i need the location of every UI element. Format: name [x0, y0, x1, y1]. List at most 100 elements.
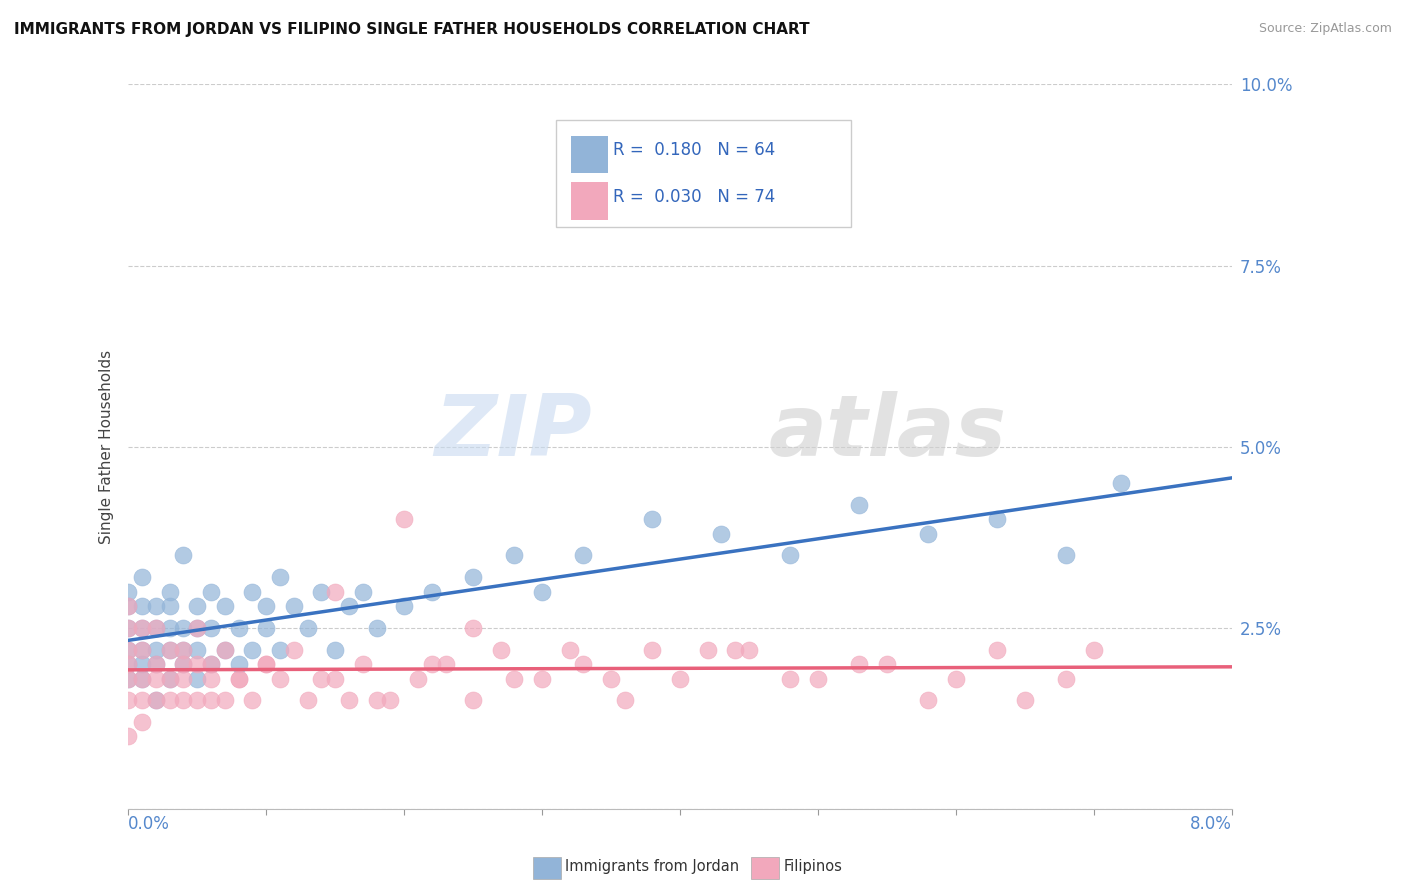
- Point: [186, 642, 208, 657]
- Point: [807, 672, 830, 686]
- Point: [572, 549, 595, 563]
- Point: [269, 642, 291, 657]
- Text: 8.0%: 8.0%: [1189, 814, 1232, 833]
- Point: [131, 642, 153, 657]
- Point: [117, 657, 139, 671]
- Point: [269, 672, 291, 686]
- Point: [117, 672, 139, 686]
- Point: [159, 599, 181, 613]
- Text: Immigrants from Jordan: Immigrants from Jordan: [565, 859, 740, 873]
- Point: [200, 584, 222, 599]
- Text: IMMIGRANTS FROM JORDAN VS FILIPINO SINGLE FATHER HOUSEHOLDS CORRELATION CHART: IMMIGRANTS FROM JORDAN VS FILIPINO SINGL…: [14, 22, 810, 37]
- Point: [406, 672, 429, 686]
- Point: [117, 621, 139, 635]
- Point: [323, 642, 346, 657]
- Point: [145, 657, 167, 671]
- Point: [117, 599, 139, 613]
- Point: [613, 693, 636, 707]
- Point: [131, 621, 153, 635]
- Point: [186, 657, 208, 671]
- Point: [1014, 693, 1036, 707]
- Y-axis label: Single Father Households: Single Father Households: [100, 350, 114, 544]
- Point: [323, 584, 346, 599]
- Point: [200, 621, 222, 635]
- Point: [172, 657, 194, 671]
- Point: [917, 693, 939, 707]
- Point: [283, 642, 305, 657]
- Point: [848, 657, 870, 671]
- Point: [420, 584, 443, 599]
- Point: [242, 642, 264, 657]
- Point: [572, 657, 595, 671]
- Point: [131, 714, 153, 729]
- Point: [337, 693, 360, 707]
- Point: [710, 526, 733, 541]
- Point: [159, 642, 181, 657]
- Point: [145, 621, 167, 635]
- Point: [186, 621, 208, 635]
- Point: [159, 621, 181, 635]
- Point: [641, 512, 664, 526]
- Point: [311, 672, 333, 686]
- Point: [848, 498, 870, 512]
- Point: [254, 657, 277, 671]
- Point: [779, 672, 801, 686]
- Point: [159, 584, 181, 599]
- Point: [1111, 475, 1133, 490]
- Point: [297, 621, 319, 635]
- Point: [503, 549, 526, 563]
- Point: [254, 621, 277, 635]
- Point: [876, 657, 898, 671]
- Point: [186, 672, 208, 686]
- Point: [200, 657, 222, 671]
- Point: [200, 693, 222, 707]
- Point: [145, 693, 167, 707]
- Point: [145, 642, 167, 657]
- Text: R =  0.030   N = 74: R = 0.030 N = 74: [613, 187, 776, 205]
- Point: [311, 584, 333, 599]
- Point: [145, 599, 167, 613]
- Point: [1054, 672, 1077, 686]
- Point: [945, 672, 967, 686]
- Point: [117, 657, 139, 671]
- Text: Filipinos: Filipinos: [783, 859, 842, 873]
- Point: [352, 657, 374, 671]
- Point: [200, 657, 222, 671]
- Point: [145, 657, 167, 671]
- Point: [337, 599, 360, 613]
- Point: [117, 642, 139, 657]
- Point: [214, 642, 236, 657]
- Point: [461, 621, 484, 635]
- Point: [917, 526, 939, 541]
- Point: [159, 672, 181, 686]
- Text: ZIP: ZIP: [434, 391, 592, 474]
- Point: [117, 599, 139, 613]
- Point: [186, 599, 208, 613]
- Point: [366, 621, 388, 635]
- Point: [1054, 549, 1077, 563]
- Point: [131, 642, 153, 657]
- Point: [214, 642, 236, 657]
- Point: [558, 642, 581, 657]
- Point: [214, 693, 236, 707]
- Point: [172, 621, 194, 635]
- Text: atlas: atlas: [768, 391, 1007, 474]
- Point: [724, 642, 747, 657]
- Point: [228, 621, 250, 635]
- Point: [159, 672, 181, 686]
- Point: [172, 642, 194, 657]
- Point: [145, 621, 167, 635]
- Point: [117, 672, 139, 686]
- Point: [131, 599, 153, 613]
- Point: [242, 693, 264, 707]
- Point: [242, 584, 264, 599]
- Point: [186, 693, 208, 707]
- Point: [131, 672, 153, 686]
- Point: [145, 693, 167, 707]
- Point: [434, 657, 457, 671]
- Point: [392, 599, 415, 613]
- Point: [172, 672, 194, 686]
- Point: [131, 693, 153, 707]
- Point: [254, 599, 277, 613]
- Text: 0.0%: 0.0%: [128, 814, 170, 833]
